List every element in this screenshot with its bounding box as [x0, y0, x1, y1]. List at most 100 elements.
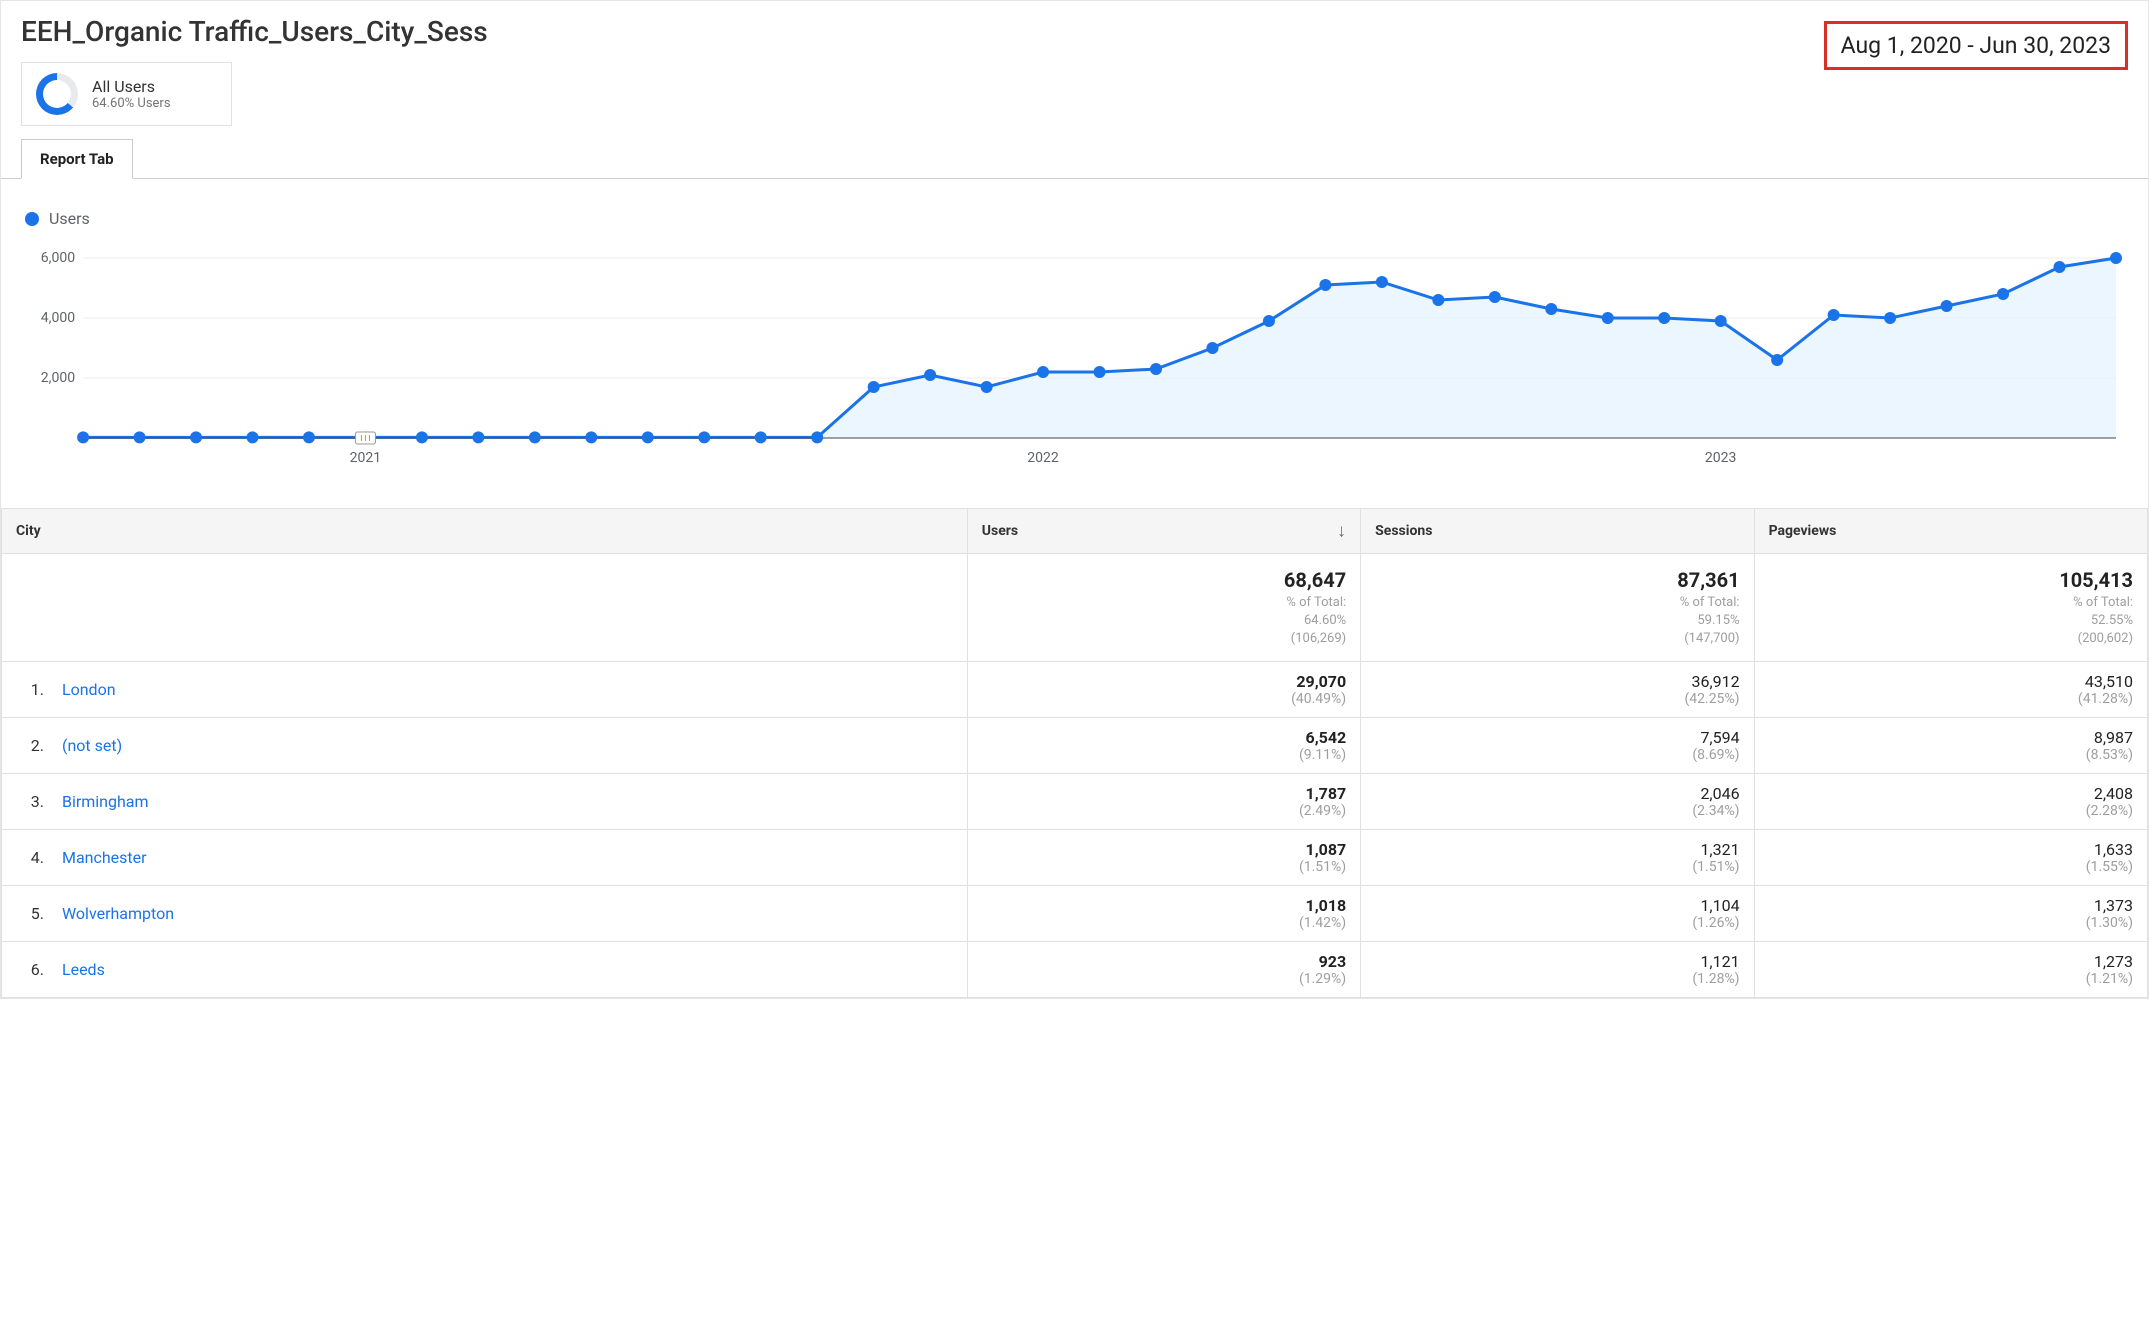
city-cell: 2. (not set) [2, 717, 968, 773]
city-link[interactable]: Birmingham [62, 792, 149, 811]
users-cell: 1,018 (1.42%) [967, 885, 1360, 941]
pageviews-value: 1,633 [1769, 840, 2133, 859]
sessions-value: 2,046 [1375, 784, 1739, 803]
sessions-value: 1,104 [1375, 896, 1739, 915]
totals-pct-label: % of Total: [982, 594, 1346, 612]
sessions-cell: 1,104 (1.26%) [1361, 885, 1754, 941]
pageviews-pct: (8.53%) [1769, 747, 2133, 763]
users-value: 923 [982, 952, 1346, 971]
pageviews-value: 1,273 [1769, 952, 2133, 971]
pageviews-pct: (2.28%) [1769, 803, 2133, 819]
sessions-value: 36,912 [1375, 672, 1739, 691]
col-header-users-label: Users [982, 523, 1018, 539]
totals-base: (147,700) [1375, 630, 1739, 648]
col-header-sessions[interactable]: Sessions [1361, 509, 1754, 554]
totals-base: (106,269) [982, 630, 1346, 648]
report-header: EEH_Organic Traffic_Users_City_Sess All … [1, 1, 2148, 138]
city-link[interactable]: (not set) [62, 736, 122, 755]
segment-sublabel: 64.60% Users [92, 96, 171, 111]
users-cell: 29,070 (40.49%) [967, 661, 1360, 717]
report-container: EEH_Organic Traffic_Users_City_Sess All … [0, 0, 2149, 999]
sessions-pct: (1.28%) [1375, 971, 1739, 987]
sessions-value: 1,321 [1375, 840, 1739, 859]
users-cell: 923 (1.29%) [967, 941, 1360, 997]
city-link[interactable]: Manchester [62, 848, 147, 867]
sessions-cell: 7,594 (8.69%) [1361, 717, 1754, 773]
date-range-selector[interactable]: Aug 1, 2020 - Jun 30, 2023 [1824, 21, 2128, 70]
data-table-wrap: City Users ↓ Sessions Pageviews 68,647 %… [1, 508, 2148, 998]
col-header-pageviews[interactable]: Pageviews [1754, 509, 2147, 554]
sessions-pct: (1.26%) [1375, 915, 1739, 931]
tab-bar: Report Tab [1, 138, 2148, 179]
table-row: 5. Wolverhampton 1,018 (1.42%) 1,104 (1.… [2, 885, 2148, 941]
legend-label: Users [49, 209, 90, 228]
users-pct: (1.51%) [982, 859, 1346, 875]
sessions-cell: 1,121 (1.28%) [1361, 941, 1754, 997]
totals-base: (200,602) [1769, 630, 2133, 648]
table-row: 4. Manchester 1,087 (1.51%) 1,321 (1.51%… [2, 829, 2148, 885]
pageviews-pct: (1.30%) [1769, 915, 2133, 931]
city-cell: 4. Manchester [2, 829, 968, 885]
city-link[interactable]: Leeds [62, 960, 105, 979]
segment-pie-icon [36, 73, 78, 115]
pageviews-cell: 43,510 (41.28%) [1754, 661, 2147, 717]
row-rank: 5. [16, 904, 44, 923]
users-cell: 6,542 (9.11%) [967, 717, 1360, 773]
row-rank: 4. [16, 848, 44, 867]
users-value: 1,787 [982, 784, 1346, 803]
sessions-cell: 2,046 (2.34%) [1361, 773, 1754, 829]
table-totals-row: 68,647 % of Total: 64.60% (106,269) 87,3… [2, 554, 2148, 662]
sessions-pct: (2.34%) [1375, 803, 1739, 819]
sessions-cell: 1,321 (1.51%) [1361, 829, 1754, 885]
svg-text:2022: 2022 [1027, 450, 1059, 466]
table-row: 1. London 29,070 (40.49%) 36,912 (42.25%… [2, 661, 2148, 717]
users-line-chart[interactable]: 2,0004,0006,000202120222023 [23, 238, 2126, 468]
pageviews-value: 43,510 [1769, 672, 2133, 691]
row-rank: 3. [16, 792, 44, 811]
table-header-row: City Users ↓ Sessions Pageviews [2, 509, 2148, 554]
users-value: 6,542 [982, 728, 1346, 747]
pageviews-cell: 1,633 (1.55%) [1754, 829, 2147, 885]
chart-area: Users 2,0004,0006,000202120222023 [1, 179, 2148, 508]
svg-text:2023: 2023 [1705, 450, 1737, 466]
svg-text:6,000: 6,000 [41, 250, 75, 266]
users-pct: (9.11%) [982, 747, 1346, 763]
totals-pct-label: % of Total: [1375, 594, 1739, 612]
pageviews-value: 2,408 [1769, 784, 2133, 803]
users-pct: (1.29%) [982, 971, 1346, 987]
chart-legend: Users [25, 209, 2126, 228]
totals-value: 87,361 [1375, 566, 1739, 594]
col-header-city[interactable]: City [2, 509, 968, 554]
tab-report[interactable]: Report Tab [21, 139, 133, 179]
users-pct: (40.49%) [982, 691, 1346, 707]
users-cell: 1,087 (1.51%) [967, 829, 1360, 885]
city-cell: 6. Leeds [2, 941, 968, 997]
pageviews-value: 1,373 [1769, 896, 2133, 915]
header-left: EEH_Organic Traffic_Users_City_Sess All … [21, 15, 488, 138]
city-cell: 3. Birmingham [2, 773, 968, 829]
sessions-value: 7,594 [1375, 728, 1739, 747]
segment-label: All Users [92, 77, 171, 96]
pageviews-cell: 1,273 (1.21%) [1754, 941, 2147, 997]
row-rank: 6. [16, 960, 44, 979]
table-row: 3. Birmingham 1,787 (2.49%) 2,046 (2.34%… [2, 773, 2148, 829]
totals-value: 68,647 [982, 566, 1346, 594]
totals-cell: 68,647 % of Total: 64.60% (106,269) [967, 554, 1360, 662]
sessions-pct: (42.25%) [1375, 691, 1739, 707]
totals-value: 105,413 [1769, 566, 2133, 594]
segment-selector[interactable]: All Users 64.60% Users [21, 62, 232, 126]
row-rank: 1. [16, 680, 44, 699]
city-link[interactable]: London [62, 680, 116, 699]
svg-text:2,000: 2,000 [41, 370, 75, 386]
users-value: 29,070 [982, 672, 1346, 691]
city-link[interactable]: Wolverhampton [62, 904, 174, 923]
totals-pct-label: % of Total: [1769, 594, 2133, 612]
totals-cell: 105,413 % of Total: 52.55% (200,602) [1754, 554, 2147, 662]
city-cell: 1. London [2, 661, 968, 717]
segment-text: All Users 64.60% Users [92, 77, 171, 111]
totals-pct: 52.55% [1769, 612, 2133, 630]
col-header-users[interactable]: Users ↓ [967, 509, 1360, 554]
svg-text:2021: 2021 [350, 450, 382, 466]
totals-pct: 64.60% [982, 612, 1346, 630]
totals-dim-cell [2, 554, 968, 662]
